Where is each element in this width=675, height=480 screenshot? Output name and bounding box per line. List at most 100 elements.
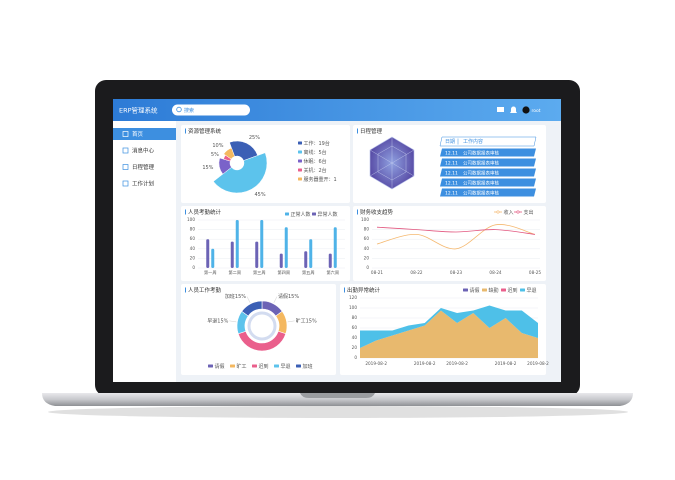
- legend-label: 请假: [470, 287, 480, 294]
- bar: [206, 239, 210, 268]
- x-tick-label: 第三周: [253, 269, 266, 276]
- legend-swatch: [482, 288, 487, 292]
- legend-label: 请假: [215, 363, 225, 370]
- bar: [235, 220, 239, 268]
- panel-title-bar: [185, 128, 186, 134]
- panel-title: 日程管理: [360, 127, 383, 135]
- legend-label: 迟到: [508, 287, 518, 294]
- legend-swatch: [298, 159, 302, 163]
- table-cell: 公司数据报表审核: [463, 179, 499, 186]
- data-label: 10%: [212, 143, 223, 149]
- legend-swatch: [230, 364, 235, 368]
- bar: [211, 248, 215, 268]
- legend-label: 关机：2台: [304, 167, 327, 174]
- table-cell: 12.11: [445, 180, 458, 186]
- bar: [284, 227, 288, 268]
- legend-label: 缺勤: [489, 287, 499, 294]
- label-leader: [287, 320, 295, 323]
- table-cell: 12.11: [445, 170, 458, 176]
- legend-label: 早退: [281, 363, 291, 370]
- panel-title-bar: [344, 287, 345, 293]
- table-cell: 公司数据报表审核: [463, 189, 499, 196]
- bar: [304, 251, 308, 268]
- legend-swatch: [298, 177, 302, 181]
- panel-title: 出勤异常统计: [347, 286, 381, 294]
- search-box[interactable]: [172, 104, 250, 116]
- y-tick-label: 20: [364, 255, 370, 260]
- table-cell: 12.11: [445, 190, 458, 196]
- panel-title-bar: [357, 209, 358, 215]
- x-tick-label: 第一周: [204, 269, 217, 276]
- bar: [260, 220, 264, 268]
- app-title: ERP管理系统: [119, 106, 158, 115]
- x-tick-label: 08-23: [450, 270, 463, 275]
- shadow: [48, 406, 628, 418]
- table-row: [440, 168, 536, 177]
- y-tick-label: 40: [364, 246, 370, 251]
- panel-title: 资源管理系统: [188, 127, 222, 135]
- x-tick-label: 2019-08-2: [446, 361, 468, 366]
- user-name[interactable]: root: [532, 108, 541, 114]
- laptop-base: [42, 393, 633, 406]
- legend-label: 支出: [524, 209, 534, 216]
- avatar[interactable]: [522, 106, 530, 114]
- legend-swatch: [463, 288, 468, 292]
- x-tick-label: 2019-08-2: [495, 361, 517, 366]
- panel: [181, 206, 350, 281]
- data-label: 早退15%: [207, 317, 228, 324]
- data-label: 请假15%: [278, 293, 299, 300]
- panel-title-bar: [185, 209, 186, 215]
- menu-item[interactable]: 日程管理: [132, 163, 155, 171]
- x-tick-label: 第四周: [277, 269, 290, 276]
- table-header-cell: 日期: [445, 139, 455, 145]
- legend-swatch: [274, 364, 279, 368]
- menu-item[interactable]: 首页: [132, 130, 144, 138]
- legend-dot: [516, 210, 520, 214]
- x-tick-label: 2019-08-2: [365, 361, 387, 366]
- legend-swatch: [208, 364, 213, 368]
- data-label: 5%: [211, 152, 219, 158]
- y-tick-label: 100: [349, 305, 357, 310]
- table-row: [440, 188, 536, 197]
- bell-icon[interactable]: [510, 106, 517, 113]
- legend-label: 收入: [504, 209, 514, 216]
- menu-active: [113, 128, 176, 140]
- menu-item[interactable]: 消息中心: [132, 147, 155, 155]
- legend-swatch: [285, 212, 289, 216]
- data-label: 25%: [249, 135, 260, 141]
- donut-slice: [241, 300, 263, 317]
- panel-title-bar: [357, 128, 358, 134]
- y-tick-label: 100: [361, 217, 369, 222]
- legend-swatch: [298, 141, 302, 145]
- y-tick-label: 60: [364, 236, 370, 241]
- legend-label: 服务器重开：1: [304, 176, 337, 183]
- x-tick-label: 08-21: [371, 270, 384, 275]
- mail-icon[interactable]: [497, 107, 504, 112]
- legend-swatch: [252, 364, 257, 368]
- legend-label: 离线：5台: [304, 149, 327, 156]
- x-tick-label: 2019-08-2: [414, 361, 436, 366]
- panel-title: 人员考勤统计: [188, 208, 222, 216]
- area-series: [360, 310, 538, 358]
- y-tick-label: 40: [352, 335, 358, 340]
- x-tick-label: 第二周: [228, 269, 241, 276]
- search-icon: [176, 106, 182, 113]
- menu-icon: [122, 164, 129, 170]
- menu-icon: [122, 180, 129, 187]
- y-tick-label: 20: [190, 255, 196, 260]
- x-tick-label: 08-25: [529, 270, 542, 275]
- radar-axes: [369, 137, 415, 189]
- menu-icon: [122, 131, 129, 137]
- menu-item[interactable]: 工作计划: [132, 180, 154, 188]
- legend-label: 旷工: [237, 363, 247, 370]
- table-cell: 12.11: [445, 160, 458, 166]
- y-tick-label: 60: [352, 325, 358, 330]
- legend-label: 早退: [527, 287, 537, 294]
- legend-label: 迟到: [259, 363, 269, 370]
- legend-label: 加班: [303, 363, 313, 370]
- y-tick-label: 120: [349, 295, 357, 300]
- search-placeholder: 搜索: [184, 107, 194, 114]
- x-tick-label: 2019-08-2: [527, 361, 549, 366]
- legend-swatch: [312, 212, 316, 216]
- line-series: [376, 226, 536, 235]
